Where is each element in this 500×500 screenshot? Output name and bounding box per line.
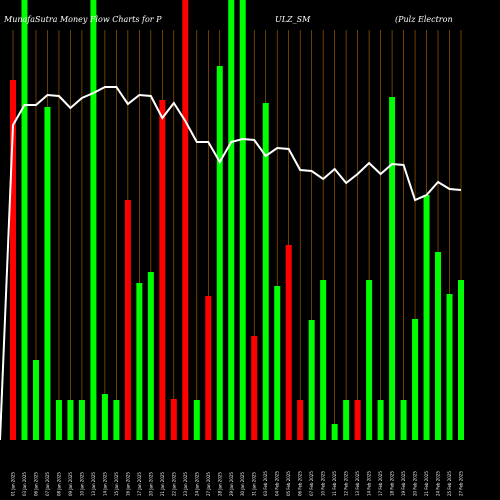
x-tick-label: 28 Jan 2025 (217, 472, 222, 496)
bar-6 (67, 400, 74, 440)
bar-19 (216, 66, 223, 440)
bar-39 (446, 294, 453, 440)
bar-23 (262, 103, 269, 440)
x-tick-label: 13 Feb 2025 (355, 471, 360, 496)
x-tick-label: 27 Jan 2025 (206, 472, 211, 496)
bar-32 (366, 280, 373, 440)
x-tick-label: 22 Jan 2025 (171, 472, 176, 496)
bar-34 (389, 97, 396, 440)
price-line (0, 86, 462, 441)
chart-title-right: (Pulz Electron (395, 15, 453, 24)
x-tick-labels: 01 Jan 2025 03 Jan 2025 06 Jan 2025 07 Jan … (11, 471, 464, 496)
bar-24 (274, 286, 281, 440)
bar-27 (308, 320, 315, 440)
chart-title-left: MunafaSutra Money Flow Charts for P (3, 15, 162, 24)
bars (10, 0, 464, 440)
x-tick-label: 21 Jan 2025 (160, 472, 165, 496)
bar-17 (193, 400, 200, 440)
x-tick-label: 23 Jan 2025 (183, 472, 188, 496)
x-tick-label: 14 Feb 2025 (367, 471, 372, 496)
x-tick-label: 17 Feb 2025 (378, 471, 383, 496)
bar-33 (377, 400, 384, 440)
bar-13 (147, 272, 154, 440)
bar-21 (239, 0, 246, 440)
bar-2 (21, 0, 28, 440)
x-tick-label: 20 Feb 2025 (413, 471, 418, 496)
x-tick-label: 05 Feb 2025 (286, 471, 291, 496)
bar-30 (343, 400, 350, 440)
x-tick-label: 03 Feb 2025 (263, 471, 268, 496)
bar-20 (228, 0, 235, 440)
x-tick-label: 13 Jan 2025 (91, 472, 96, 496)
bar-10 (113, 400, 120, 440)
bar-1 (10, 80, 16, 440)
x-tick-label: 24 Feb 2025 (436, 471, 441, 496)
bar-26 (297, 400, 304, 440)
x-tick-label: 06 Jan 2025 (33, 472, 38, 496)
x-tick-label: 15 Jan 2025 (114, 472, 119, 496)
bar-3 (32, 360, 39, 440)
bar-35 (400, 400, 407, 440)
bar-28 (320, 280, 327, 440)
x-tick-label: 11 Feb 2025 (332, 471, 337, 496)
x-tick-label: 10 Feb 2025 (321, 471, 326, 496)
x-tick-label: 08 Jan 2025 (56, 472, 61, 496)
x-tick-label: 16 Jan 2025 (125, 472, 130, 496)
bar-38 (435, 252, 442, 440)
x-tick-label: 27 Feb 2025 (459, 471, 464, 496)
x-tick-label: 19 Feb 2025 (401, 471, 406, 496)
bar-37 (423, 195, 430, 440)
bar-40 (458, 280, 464, 440)
bar-11 (124, 200, 131, 440)
bar-29 (331, 424, 338, 440)
bar-15 (170, 399, 177, 440)
x-tick-label: 04 Feb 2025 (275, 471, 280, 496)
bar-8 (90, 0, 97, 440)
x-tick-label: 18 Feb 2025 (390, 471, 395, 496)
x-tick-label: 12 Feb 2025 (344, 471, 349, 496)
bar-5 (55, 400, 62, 440)
x-tick-label: 31 Jan 2025 (252, 472, 257, 496)
bar-14 (159, 100, 166, 440)
x-tick-label: 24 Jan 2025 (194, 472, 199, 496)
bar-36 (412, 319, 419, 440)
x-tick-label: 07 Feb 2025 (309, 471, 314, 496)
x-tick-label: 21 Feb 2025 (424, 471, 429, 496)
x-tick-label: 25 Feb 2025 (447, 471, 452, 496)
x-tick-label: 06 Feb 2025 (298, 471, 303, 496)
x-tick-label: 01 Jan 2025 (11, 472, 16, 496)
x-tick-label: 07 Jan 2025 (45, 472, 50, 496)
x-tick-label: 09 Jan 2025 (68, 472, 73, 496)
bar-25 (285, 245, 292, 440)
bar-22 (251, 336, 258, 440)
x-tick-label: 10 Jan 2025 (79, 472, 84, 496)
bar-9 (101, 394, 108, 440)
x-tick-label: 20 Jan 2025 (148, 472, 153, 496)
bar-4 (44, 107, 51, 440)
bar-31 (354, 400, 361, 440)
x-tick-label: 03 Jan 2025 (22, 472, 27, 496)
x-tick-label: 30 Jan 2025 (240, 472, 245, 496)
chart-title-mid: ULZ_SM (275, 15, 311, 24)
bar-18 (205, 296, 212, 440)
bar-12 (136, 283, 143, 440)
bar-7 (78, 400, 85, 440)
x-tick-label: 29 Jan 2025 (229, 472, 234, 496)
bar-16 (182, 0, 189, 440)
x-tick-label: 14 Jan 2025 (102, 472, 107, 496)
x-tick-label: 17 Jan 2025 (137, 472, 142, 496)
